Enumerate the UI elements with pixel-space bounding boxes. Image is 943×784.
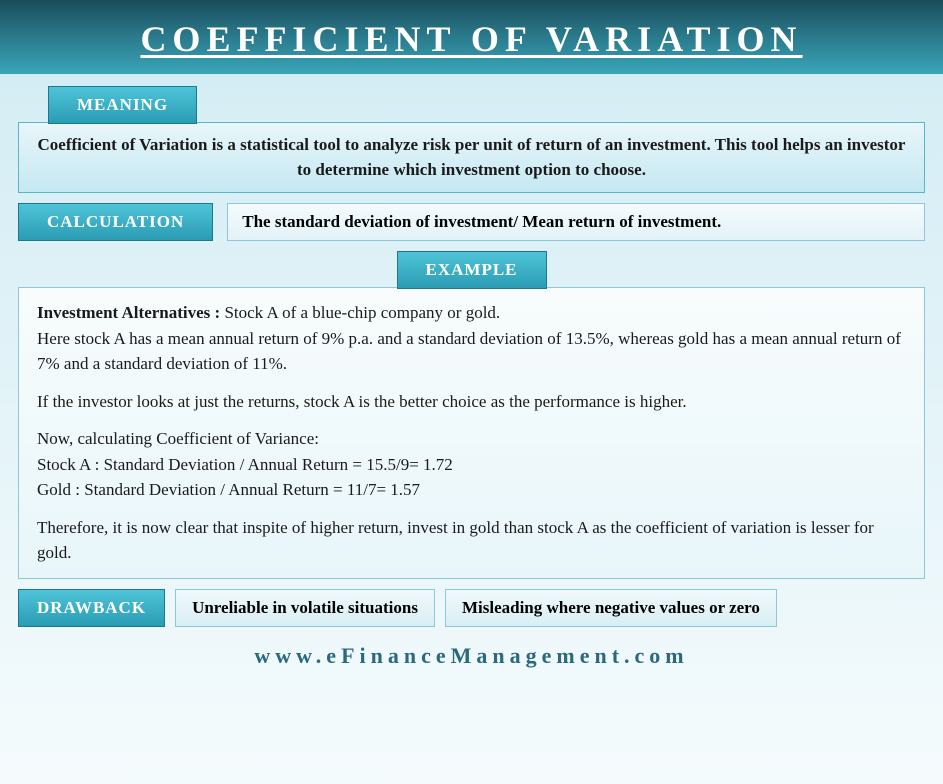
content-area: MEANING Coefficient of Variation is a st…	[0, 74, 943, 784]
example-p1: Investment Alternatives : Stock A of a b…	[37, 300, 906, 377]
example-line6: Gold : Standard Deviation / Annual Retur…	[37, 480, 420, 499]
example-p3: Now, calculating Coefficient of Variance…	[37, 426, 906, 503]
drawback-item-2: Misleading where negative values or zero	[445, 589, 777, 627]
example-line3: If the investor looks at just the return…	[37, 389, 906, 415]
example-tab: EXAMPLE	[397, 251, 547, 289]
meaning-tab-wrapper: MEANING	[18, 86, 925, 124]
drawback-tab: DRAWBACK	[18, 589, 165, 627]
calculation-text: The standard deviation of investment/ Me…	[227, 203, 925, 241]
drawback-section: DRAWBACK Unreliable in volatile situatio…	[18, 589, 925, 627]
example-text: Investment Alternatives : Stock A of a b…	[18, 287, 925, 579]
meaning-text: Coefficient of Variation is a statistica…	[18, 122, 925, 193]
main-title: COEFFICIENT OF VARIATION	[0, 18, 943, 60]
example-intro-rest: Stock A of a blue-chip company or gold.	[220, 303, 500, 322]
example-line2: Here stock A has a mean annual return of…	[37, 329, 901, 374]
example-line4: Now, calculating Coefficient of Variance…	[37, 429, 319, 448]
calculation-tab: CALCULATION	[18, 203, 213, 241]
footer-url: www.eFinanceManagement.com	[18, 637, 925, 679]
example-line7: Therefore, it is now clear that inspite …	[37, 515, 906, 566]
header-banner: COEFFICIENT OF VARIATION	[0, 0, 943, 74]
example-tab-wrapper: EXAMPLE	[18, 251, 925, 289]
infographic-container: COEFFICIENT OF VARIATION MEANING Coeffic…	[0, 0, 943, 784]
meaning-tab: MEANING	[48, 86, 197, 124]
example-intro-bold: Investment Alternatives :	[37, 303, 220, 322]
calculation-section: CALCULATION The standard deviation of in…	[18, 203, 925, 241]
example-line5: Stock A : Standard Deviation / Annual Re…	[37, 455, 453, 474]
example-section: EXAMPLE Investment Alternatives : Stock …	[18, 251, 925, 579]
meaning-section: MEANING Coefficient of Variation is a st…	[18, 86, 925, 193]
drawback-item-1: Unreliable in volatile situations	[175, 589, 435, 627]
